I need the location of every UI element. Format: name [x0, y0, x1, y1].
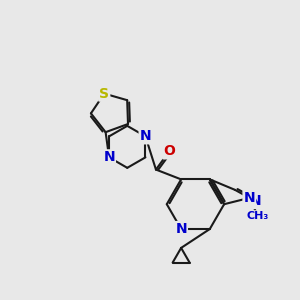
- Text: N: N: [249, 194, 261, 208]
- Text: CH₃: CH₃: [247, 211, 269, 221]
- Text: N: N: [244, 191, 255, 205]
- Text: N: N: [175, 222, 187, 236]
- Text: S: S: [99, 87, 109, 100]
- Text: N: N: [140, 129, 151, 143]
- Text: N: N: [103, 150, 115, 164]
- Text: O: O: [163, 144, 175, 158]
